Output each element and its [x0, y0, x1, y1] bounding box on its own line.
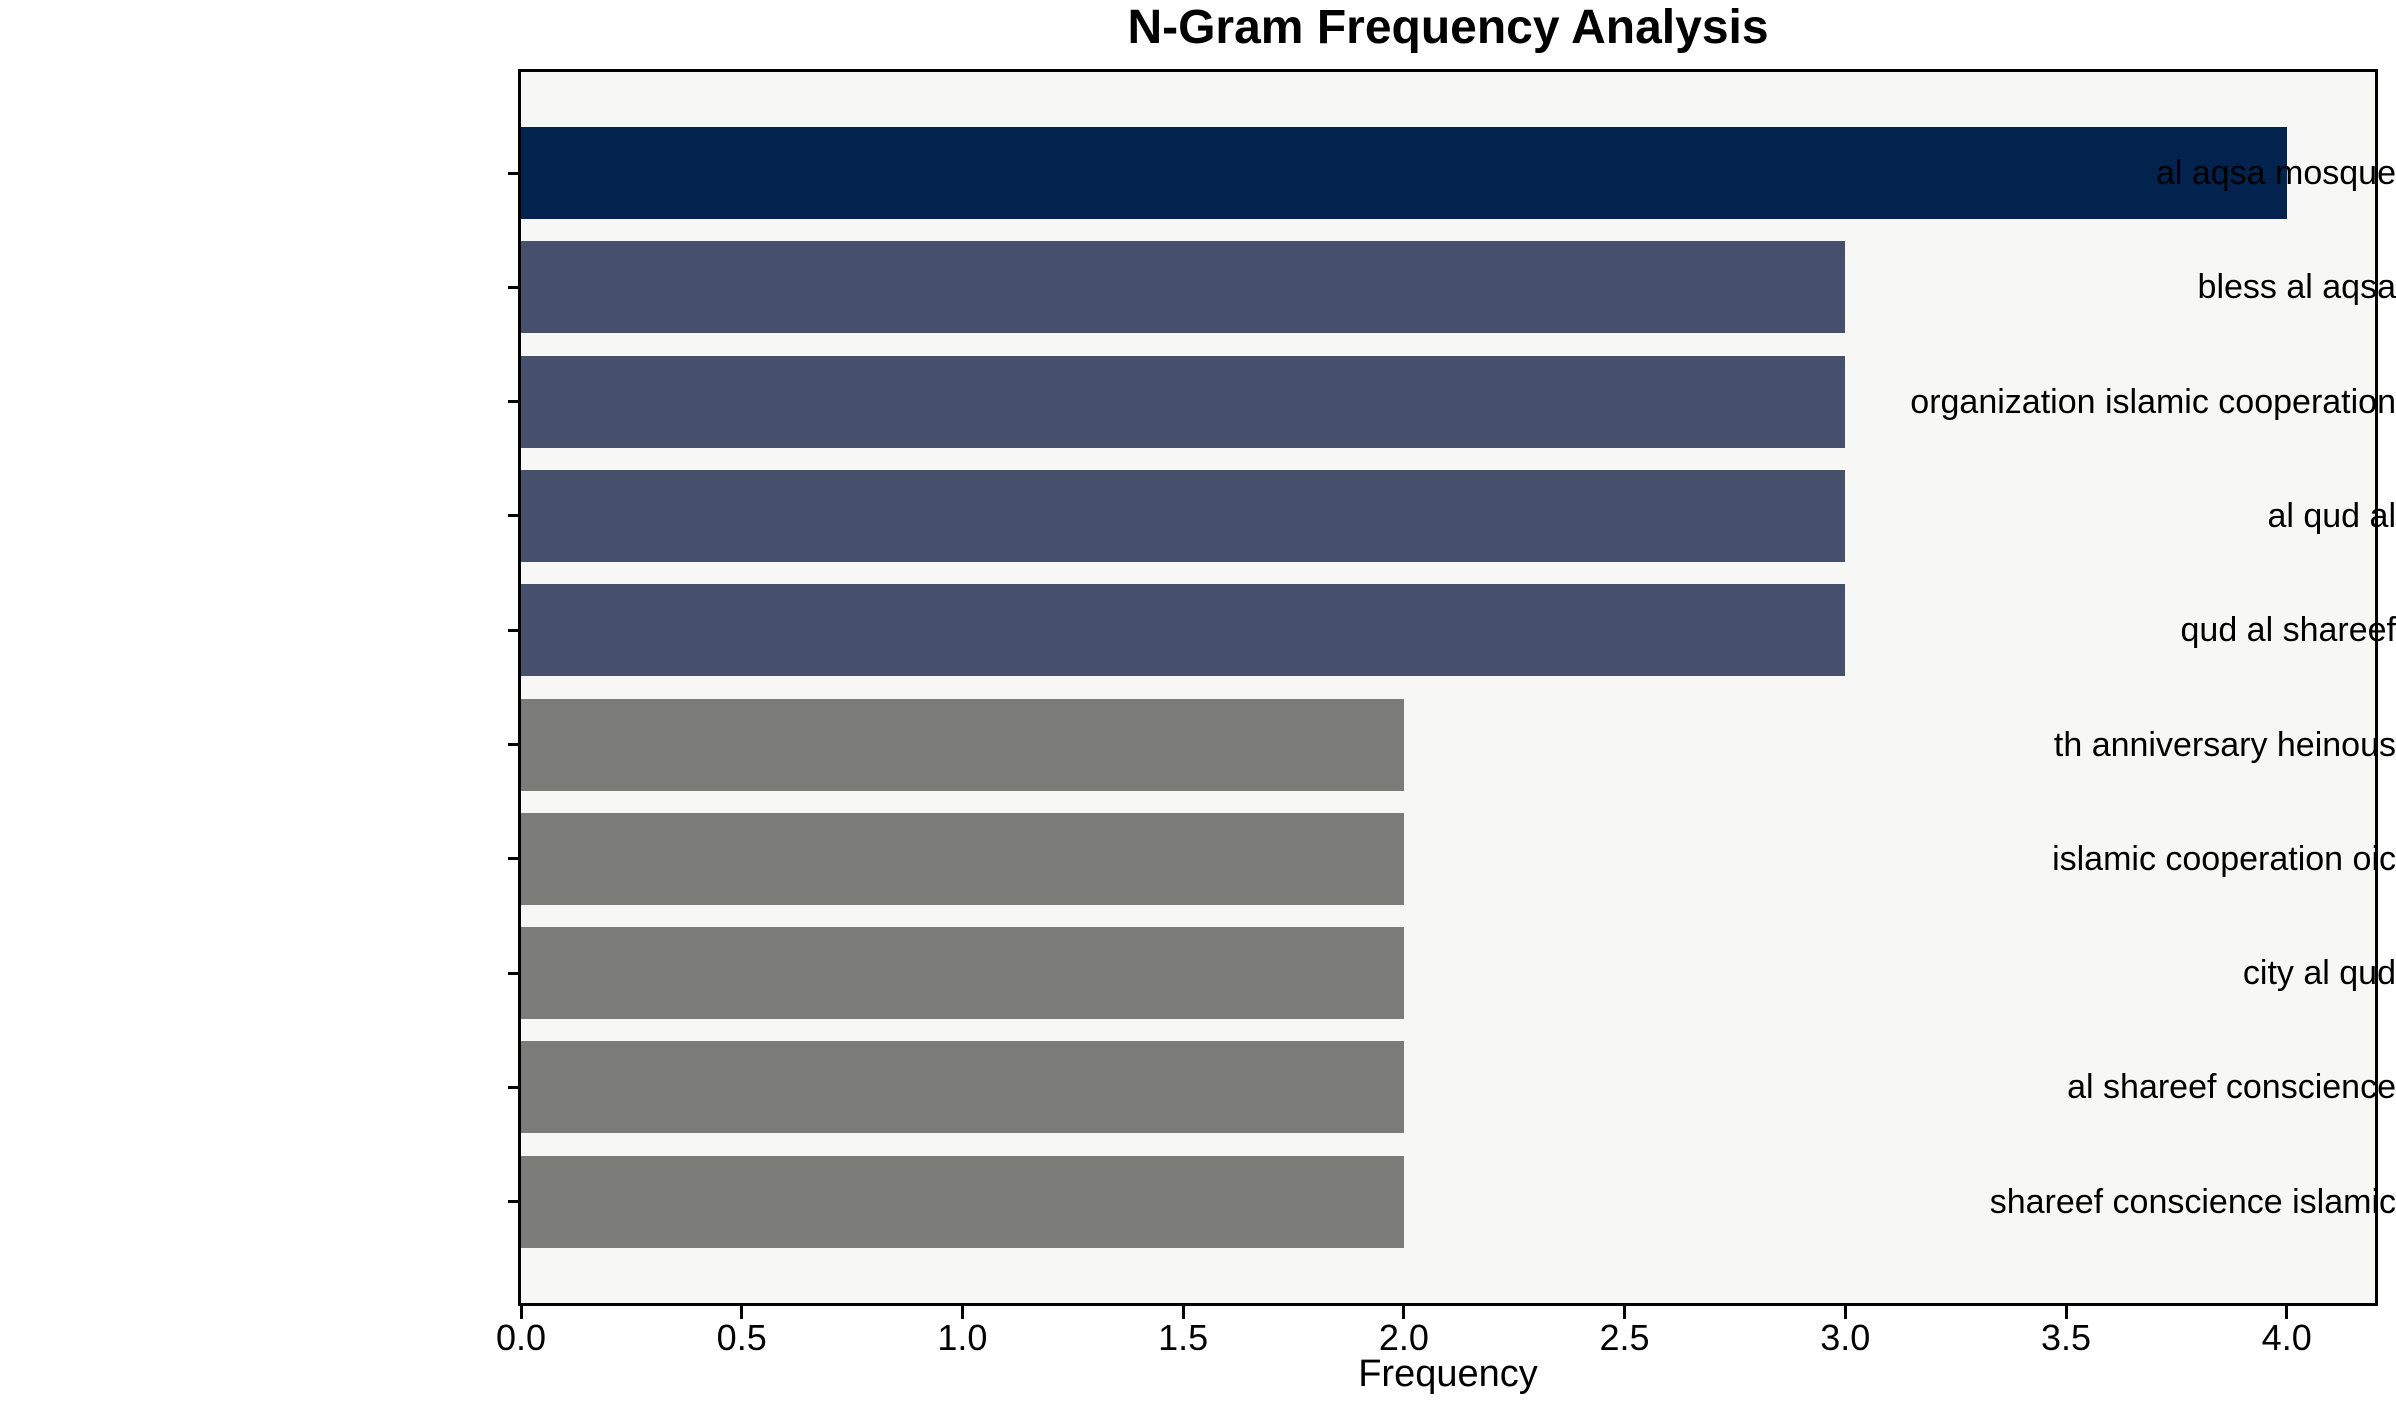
x-tick-label: 1.0	[937, 1317, 988, 1358]
y-tick-mark	[508, 400, 521, 404]
y-tick-label: shareef conscience islamic	[1989, 1182, 2396, 1221]
bar-4	[521, 584, 1846, 677]
x-tick-label: 4.0	[2261, 1317, 2312, 1358]
x-tick-mark	[1402, 1306, 1406, 1319]
x-tick-label: 1.5	[1158, 1317, 1209, 1358]
x-tick-mark	[519, 1306, 523, 1319]
y-tick-label: al shareef conscience	[2067, 1068, 2396, 1107]
y-tick-mark	[508, 971, 521, 975]
chart-title: N-Gram Frequency Analysis	[1127, 1, 1769, 54]
y-tick-label: th anniversary heinous	[2053, 725, 2396, 764]
y-tick-mark	[508, 171, 521, 175]
y-tick-label: islamic cooperation oic	[2052, 839, 2396, 878]
y-tick-mark	[508, 1085, 521, 1089]
y-tick-mark	[508, 514, 521, 518]
x-tick-mark	[2064, 1306, 2068, 1319]
x-tick-label: 3.5	[2040, 1317, 2092, 1358]
x-axis-title: Frequency	[1358, 1353, 1538, 1395]
x-tick-label: 3.0	[1820, 1317, 1871, 1358]
x-tick-label: 2.5	[1599, 1317, 1650, 1358]
bar-6	[521, 812, 1404, 905]
y-tick-label: city al qud	[2242, 954, 2396, 993]
x-tick-label: 2.0	[1378, 1317, 1429, 1358]
x-tick-mark	[960, 1306, 964, 1319]
y-tick-label: al qud al	[2267, 496, 2396, 535]
y-tick-mark	[508, 743, 521, 746]
y-tick-mark	[508, 285, 521, 289]
y-tick-label: qud al shareef	[2180, 611, 2396, 650]
x-tick-mark	[1843, 1306, 1847, 1319]
y-tick-mark	[508, 628, 521, 632]
bar-1	[521, 241, 1846, 334]
bar-0	[521, 127, 2287, 219]
bar-3	[521, 469, 1846, 562]
x-tick-mark	[2285, 1306, 2289, 1319]
bar-9	[521, 1155, 1404, 1248]
bar-5	[521, 698, 1404, 791]
bar-2	[521, 355, 1846, 448]
y-tick-label: organization islamic cooperation	[1910, 382, 2396, 421]
bar-7	[521, 927, 1404, 1020]
x-tick-mark	[1623, 1306, 1627, 1319]
x-tick-label: 0.5	[716, 1317, 767, 1358]
x-tick-label: 0.0	[495, 1317, 547, 1358]
y-tick-label: al aqsa mosque	[2155, 154, 2396, 192]
x-tick-mark	[1181, 1306, 1185, 1319]
y-tick-mark	[508, 857, 521, 861]
plot-area	[521, 72, 2375, 1303]
y-tick-label: bless al aqsa	[2197, 268, 2396, 307]
y-tick-mark	[508, 1200, 521, 1204]
x-tick-mark	[740, 1306, 744, 1319]
bar-8	[521, 1041, 1404, 1134]
